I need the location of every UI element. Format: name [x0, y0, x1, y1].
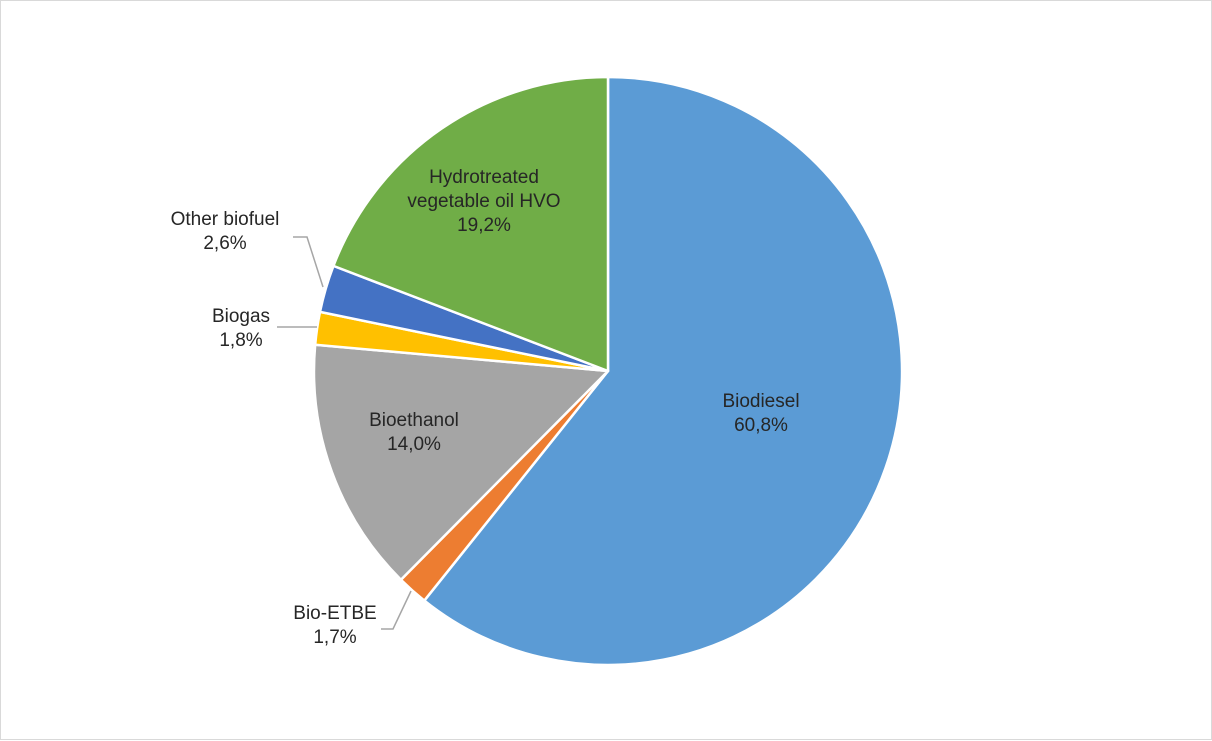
data-label-value: 2,6%: [203, 233, 246, 254]
data-label-name: Other biofuel: [171, 209, 280, 230]
leader-line-other-biofuel: [293, 236, 324, 288]
data-label-bioethanol: Bioethanol 14,0%: [369, 410, 459, 455]
data-label-value: 14,0%: [387, 434, 441, 455]
pie-slice-hydrotreated-vegetable-oil-hvo: [332, 75, 610, 373]
data-label-other-biofuel: Other biofuel 2,6%: [171, 209, 280, 254]
data-label-name: Bioethanol: [369, 410, 459, 431]
pie-slice-bioethanol: [312, 343, 610, 581]
data-label-bio-etbe: Bio-ETBE 1,7%: [293, 603, 376, 648]
data-label-name: Biodiesel: [722, 391, 799, 412]
data-label-biodiesel: Biodiesel 60,8%: [722, 391, 799, 436]
data-label-hydrotreated-vegetable-oil-hvo: Hydrotreated vegetable oil HVO 19,2%: [407, 167, 560, 236]
data-label-name: Bio-ETBE: [293, 603, 376, 624]
data-label-value: 60,8%: [734, 415, 788, 436]
data-label-value: 19,2%: [457, 215, 511, 236]
leader-line-bio-etbe: [381, 590, 412, 630]
data-label-value: 1,7%: [313, 627, 356, 648]
data-label-name: Biogas: [212, 306, 270, 327]
pie-slice-biodiesel: [423, 75, 904, 667]
data-label-value: 1,8%: [219, 330, 262, 351]
data-label-biogas: Biogas 1,8%: [212, 306, 270, 351]
data-label-name: Hydrotreated: [429, 167, 539, 188]
data-label-name: vegetable oil HVO: [407, 191, 560, 212]
